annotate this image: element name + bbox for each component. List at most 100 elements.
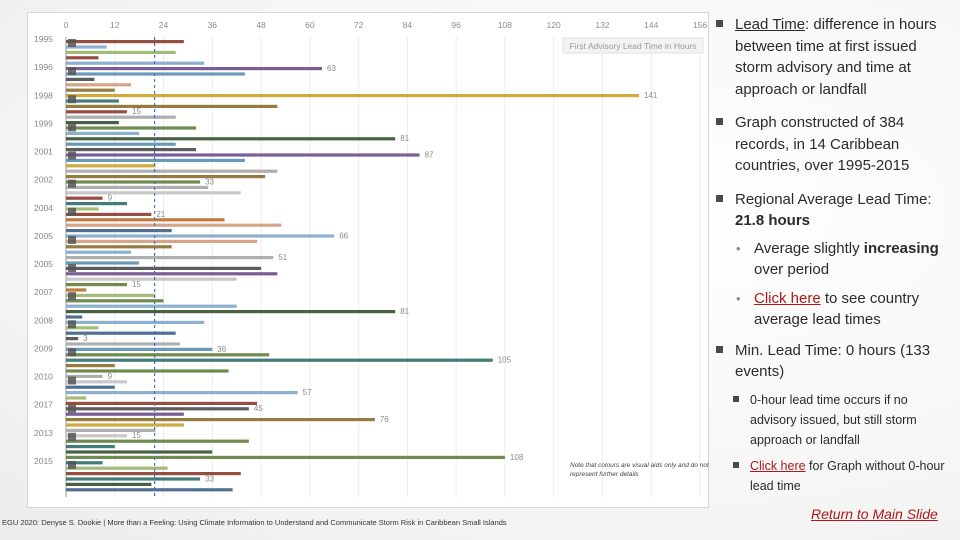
data-bar	[66, 164, 156, 168]
sub-bullet-country-link: • Click here to see country average lead…	[716, 288, 956, 331]
year-marker	[68, 67, 76, 76]
lead-time-definition: : difference in hours between time at fi…	[735, 16, 937, 98]
data-bar	[66, 50, 176, 54]
data-bar	[66, 369, 229, 373]
data-bar	[66, 185, 209, 189]
bar-value-label: 81	[400, 307, 409, 316]
data-bar	[66, 353, 270, 357]
data-bar	[66, 450, 213, 454]
country-average-link[interactable]: Click here	[754, 289, 821, 307]
data-bar	[66, 364, 115, 368]
year-label: 2015	[34, 456, 53, 466]
sub-bullet-marker	[733, 395, 739, 402]
bullet-marker	[716, 194, 723, 202]
year-marker	[68, 320, 76, 329]
year-marker	[68, 179, 76, 188]
average-label: Regional Average Lead Time:	[735, 190, 932, 208]
bar-value-label: 3	[83, 334, 88, 343]
data-bar	[66, 477, 201, 481]
year-marker	[68, 95, 76, 104]
bar-value-label: 108	[510, 453, 524, 462]
data-bar	[66, 374, 103, 378]
data-bar	[66, 488, 233, 492]
year-label: 2010	[34, 372, 53, 382]
sub-bullet-graph-link: Click here for Graph without 0-hour lead…	[716, 456, 956, 496]
year-marker	[68, 207, 76, 216]
year-label: 2007	[34, 287, 53, 297]
data-bar	[66, 315, 83, 319]
year-marker	[68, 292, 76, 301]
sub-bullet-increasing: • Average slightly increasing over perio…	[716, 238, 956, 281]
data-bar	[66, 169, 278, 173]
data-bar	[66, 45, 107, 49]
data-bar	[66, 121, 119, 125]
bullet-marker	[716, 118, 723, 125]
data-bar	[66, 72, 245, 76]
bar-value-label: 51	[278, 253, 287, 262]
bullet-marker	[716, 20, 723, 27]
bar-value-label: 15	[132, 107, 141, 116]
data-bar	[66, 223, 282, 227]
data-bar	[66, 110, 127, 114]
year-label: 1999	[34, 118, 53, 128]
data-bar	[66, 234, 335, 238]
data-bar	[66, 439, 249, 443]
data-bar	[66, 472, 241, 476]
year-marker	[68, 432, 76, 441]
data-bar	[66, 158, 245, 162]
year-label: 2005	[34, 259, 53, 269]
data-bar	[66, 153, 420, 157]
data-bar	[66, 385, 115, 389]
year-label: 2017	[34, 400, 53, 410]
data-bar	[66, 175, 266, 179]
data-bar	[66, 94, 640, 98]
data-bar	[66, 455, 505, 459]
data-bar	[66, 99, 119, 103]
data-bar	[66, 40, 184, 44]
data-bar	[66, 212, 152, 216]
data-bar	[66, 283, 127, 287]
data-bar	[66, 434, 127, 438]
year-marker	[68, 39, 76, 47]
bullet-lead-time: Lead Time: difference in hours between t…	[716, 14, 956, 100]
bar-value-label: 57	[303, 388, 312, 397]
increasing-word: increasing	[863, 239, 939, 257]
year-marker	[68, 151, 76, 160]
year-marker	[68, 235, 76, 244]
bar-value-label: 9	[108, 372, 113, 381]
bar-value-label: 33	[205, 177, 214, 186]
average-value: 21.8 hours	[735, 212, 811, 229]
increasing-prefix: Average slightly	[754, 239, 864, 257]
year-marker	[68, 348, 76, 357]
data-bar	[66, 461, 103, 465]
data-bar	[66, 266, 262, 270]
bar-value-label: 76	[380, 415, 389, 424]
data-bar	[66, 320, 205, 324]
bar-value-label: 81	[400, 134, 409, 143]
return-to-main-slide-link[interactable]: Return to Main Slide	[811, 506, 938, 522]
data-bar	[66, 229, 172, 233]
data-bar	[66, 83, 132, 87]
lead-time-term: Lead Time	[735, 16, 806, 33]
data-bar	[66, 131, 140, 135]
data-bar	[66, 304, 237, 308]
bar-value-label: 33	[205, 474, 214, 483]
data-bar	[66, 331, 176, 335]
records-text: Graph constructed of 384 records, in 14 …	[735, 114, 910, 174]
graph-without-zero-link[interactable]: Click here	[750, 458, 806, 473]
sub-bullet-marker	[733, 461, 739, 468]
data-bar	[66, 245, 172, 249]
year-label: 2001	[34, 147, 53, 157]
year-label: 2004	[34, 203, 53, 213]
x-tick-label: 96	[451, 20, 461, 30]
min-lead-time-text: Min. Lead Time: 0 hours (133 events)	[735, 341, 931, 381]
data-bar	[66, 418, 375, 422]
data-bar	[66, 191, 241, 195]
data-bar	[66, 239, 258, 243]
sub-bullet-dot: •	[736, 240, 741, 256]
chart-title: First Advisory Lead Time in Hours	[569, 41, 696, 51]
data-bar	[66, 256, 274, 260]
data-bar	[66, 180, 201, 184]
x-tick-label: 132	[595, 20, 609, 30]
lead-time-chart: 0 12 24 36 48 60 72 84 96 108 120 132 144 156 First Ad…	[27, 12, 709, 508]
